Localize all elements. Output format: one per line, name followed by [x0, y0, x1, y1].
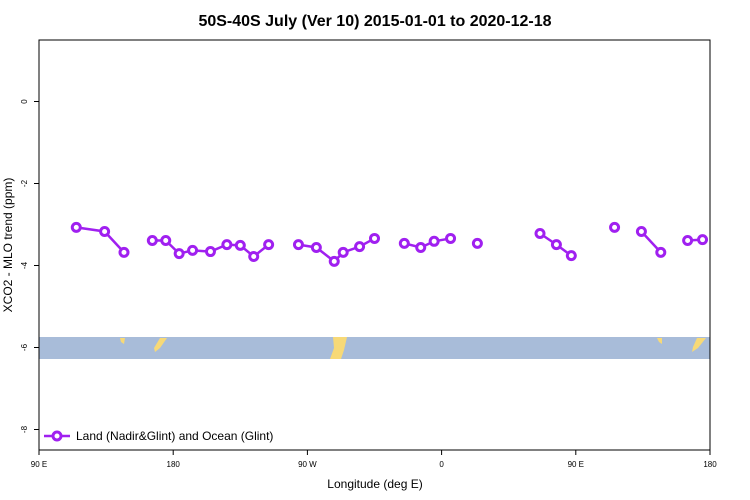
land: [657, 338, 662, 344]
point: [310, 241, 322, 253]
point: [70, 221, 82, 233]
y-tick-label: 0: [20, 99, 29, 104]
ocean-band: [39, 337, 710, 359]
point: [99, 225, 111, 237]
y-tick-label: -8: [20, 425, 29, 433]
point: [248, 250, 260, 262]
point: [146, 234, 158, 246]
x-tick-label: 90 W: [298, 460, 317, 469]
point: [173, 248, 185, 260]
point: [428, 235, 440, 247]
point: [263, 239, 275, 251]
land-ocean-strip: [39, 337, 710, 359]
y-tick-label: -4: [20, 261, 29, 269]
land: [154, 338, 167, 352]
y-tick-label: -2: [20, 179, 29, 187]
point: [187, 244, 199, 256]
point: [292, 239, 304, 251]
point: [204, 246, 216, 258]
x-tick-label: 180: [167, 460, 181, 469]
plot-frame: [38, 39, 711, 451]
y-tick-label: -6: [20, 343, 29, 351]
point: [415, 241, 427, 253]
point: [655, 246, 667, 258]
point: [369, 232, 380, 244]
x-tick-label: 90 E: [568, 460, 584, 469]
y-axis-label: XCO2 - MLO trend (ppm): [1, 178, 15, 313]
point: [221, 239, 233, 251]
x-axis-label: Longitude (deg E): [327, 477, 422, 491]
x-tick-label: 0: [439, 460, 444, 469]
point: [635, 225, 647, 237]
point: [398, 237, 410, 249]
point: [354, 241, 366, 253]
legend-label: Land (Nadir&Glint) and Ocean (Glint): [76, 429, 273, 443]
legend-marker: [51, 430, 63, 442]
land: [692, 338, 706, 352]
chart-title: 50S-40S July (Ver 10) 2015-01-01 to 2020…: [198, 13, 551, 30]
point: [697, 234, 709, 246]
x-tick-label: 180: [703, 460, 717, 469]
point: [682, 234, 694, 246]
point: [234, 239, 246, 251]
point: [328, 255, 340, 267]
point: [471, 237, 483, 249]
point: [118, 246, 130, 258]
point: [534, 228, 546, 240]
point: [445, 232, 457, 244]
point: [337, 246, 349, 258]
land: [120, 338, 125, 344]
point: [565, 250, 577, 262]
x-tick-label: 90 E: [31, 460, 47, 469]
point: [609, 221, 621, 233]
point: [550, 239, 562, 251]
point: [160, 234, 172, 246]
land: [330, 337, 347, 359]
